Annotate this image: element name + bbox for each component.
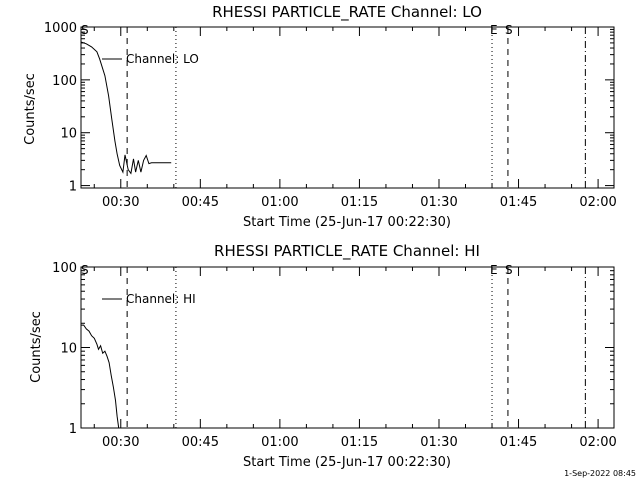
chart-marks: 00:30 00:45 01:00 01:15 01:30 01:45 02:0011010… <box>44 21 617 450</box>
chart1-xlabel: Start Time (25-Jun-17 00:22:30) <box>243 215 451 230</box>
chart1-ytick-label: 1000 <box>44 21 77 36</box>
chart2-marker-e: E <box>490 263 498 277</box>
chart2-marker-s-start: S <box>81 263 89 277</box>
chart2-ytick-label: 10 <box>60 342 77 357</box>
chart2-xtick-label: 01:45 <box>500 435 537 450</box>
chart1-xtick-label: 01:15 <box>341 195 378 210</box>
chart2-ylabel: Counts/sec <box>29 311 44 383</box>
chart2-legend-label: Channel: HI <box>126 292 196 306</box>
chart2-ytick-label: 100 <box>52 261 77 276</box>
chart1-xtick-label: 00:30 <box>102 195 139 210</box>
chart2-xtick-label: 02:00 <box>579 435 616 450</box>
chart1-marker-s: S <box>505 23 513 37</box>
chart2-xtick-label: 01:15 <box>341 435 378 450</box>
chart1-series-line <box>80 41 172 175</box>
chart1-xtick-label: 01:30 <box>420 195 457 210</box>
chart1-xtick-label: 01:45 <box>500 195 537 210</box>
chart1-ytick-label: 100 <box>52 74 77 89</box>
chart1-marker-s-start: S <box>81 23 89 37</box>
chart1-ytick-label: 1 <box>69 180 77 195</box>
chart2-xtick-label: 01:30 <box>420 435 457 450</box>
footer-timestamp: 1-Sep-2022 08:45 <box>564 469 636 478</box>
chart2-xtick-label: 00:30 <box>102 435 139 450</box>
chart1-ylabel: Counts/sec <box>23 73 38 145</box>
chart2-ytick-label: 1 <box>69 422 77 437</box>
chart2-xlabel: Start Time (25-Jun-17 00:22:30) <box>243 455 451 470</box>
chart1-ytick-label: 10 <box>60 127 77 142</box>
chart1-xtick-label: 02:00 <box>579 195 616 210</box>
chart2-xtick-label: 01:00 <box>261 435 298 450</box>
chart2-marker-s: S <box>505 263 513 277</box>
chart2-xtick-label: 00:45 <box>182 435 219 450</box>
chart2-series-line <box>81 324 120 429</box>
chart1-xtick-label: 00:45 <box>182 195 219 210</box>
chart1-title: RHESSI PARTICLE_RATE Channel: LO <box>212 3 482 22</box>
chart1-marker-e: E <box>490 23 498 37</box>
chart2-title: RHESSI PARTICLE_RATE Channel: HI <box>214 242 480 261</box>
chart1-xtick-label: 01:00 <box>261 195 298 210</box>
chart1-legend-label: Channel: LO <box>126 52 199 66</box>
